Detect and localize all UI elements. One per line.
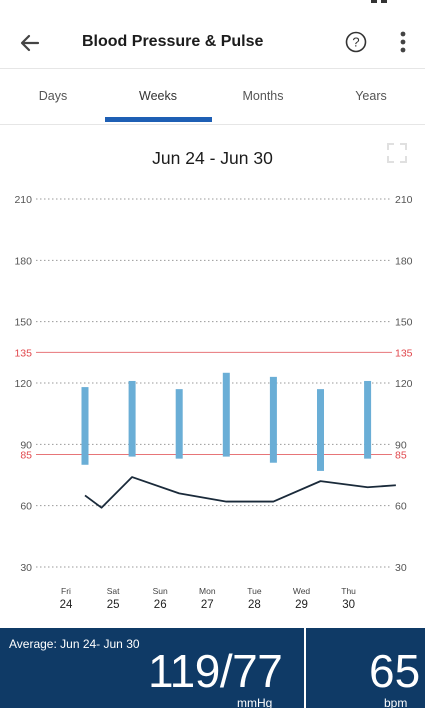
back-arrow-icon (20, 34, 40, 52)
tab-years[interactable]: Years (355, 89, 387, 103)
pulse-unit: bpm (384, 696, 408, 710)
x-tick-date-label: 27 (201, 599, 214, 611)
y-tick-label-right: 180 (395, 255, 413, 267)
x-tick-date-label: 30 (342, 599, 355, 611)
bp-unit: mmHg (237, 696, 273, 710)
threshold-label-right: 85 (395, 450, 407, 462)
y-tick-label-right: 150 (395, 317, 413, 329)
y-tick-label-left: 30 (20, 562, 32, 574)
bp-range-bar (81, 387, 89, 465)
active-tab-indicator (105, 117, 212, 122)
summary-divider (304, 628, 306, 708)
x-tick-date-label: 26 (154, 599, 167, 611)
y-tick-label-left: 150 (14, 317, 32, 329)
x-tick-date-label: 28 (248, 599, 261, 611)
more-options-button[interactable] (395, 30, 411, 56)
threshold-label-right: 135 (395, 347, 413, 359)
y-tick-label-right: 210 (395, 194, 413, 206)
x-tick-date-label: 24 (60, 599, 73, 611)
threshold-label-left: 85 (20, 450, 32, 462)
zoom-icon[interactable] (385, 141, 409, 165)
bp-range-bar (175, 389, 183, 459)
average-summary-panel: Average: Jun 24- Jun 30 119/77 mmHg 65 b… (0, 628, 425, 710)
x-tick-day-label: Mon (199, 586, 216, 596)
y-tick-label-right: 60 (395, 501, 407, 513)
help-button[interactable]: ? (345, 31, 367, 53)
bp-range-bar (269, 376, 277, 463)
x-tick-day-label: Wed (293, 586, 311, 596)
y-tick-label-left: 120 (14, 378, 32, 390)
y-tick-label-right: 90 (395, 439, 407, 451)
y-tick-label-right: 30 (395, 562, 407, 574)
back-button[interactable] (16, 30, 44, 56)
more-vertical-icon (400, 31, 406, 53)
bp-range-bar (364, 380, 372, 459)
x-tick-date-label: 25 (107, 599, 120, 611)
x-tick-day-label: Sun (153, 586, 168, 596)
tab-months[interactable]: Months (242, 89, 284, 103)
y-tick-label-left: 210 (14, 194, 32, 206)
x-tick-day-label: Fri (61, 586, 71, 596)
svg-text:?: ? (352, 35, 359, 50)
date-range-title: Jun 24 - Jun 30 (152, 148, 273, 168)
y-tick-label-left: 180 (14, 255, 32, 267)
tab-days[interactable]: Days (38, 89, 68, 103)
help-circle-icon: ? (345, 31, 367, 53)
x-tick-day-label: Tue (247, 586, 262, 596)
x-tick-date-label: 29 (295, 599, 308, 611)
pulse-line (84, 476, 396, 509)
x-tick-day-label: Thu (341, 586, 356, 596)
bp-range-bar (317, 389, 324, 471)
x-tick-day-label: Sat (107, 586, 120, 596)
status-indicator-icon (371, 0, 387, 3)
bp-range-bar (222, 372, 230, 457)
period-tabs: Days Weeks Months Years (0, 68, 425, 125)
tab-weeks[interactable]: Weeks (139, 89, 177, 103)
threshold-label-left: 135 (14, 347, 32, 359)
app-bar: Blood Pressure & Pulse ? (0, 0, 425, 69)
bp-range-bar (128, 380, 136, 457)
page-title: Blood Pressure & Pulse (82, 33, 264, 50)
average-bp-value: 119/77 (148, 645, 283, 697)
y-tick-label-left: 60 (20, 501, 32, 513)
y-tick-label-right: 120 (395, 378, 413, 390)
average-label: Average: Jun 24- Jun 30 (9, 637, 140, 651)
blood-pressure-chart: 30 30 60 60 90 90 120 120 150 150 180 180 210 210 135 1… (14, 194, 413, 611)
average-pulse-value: 65 (369, 645, 421, 697)
y-tick-label-left: 90 (20, 439, 32, 451)
